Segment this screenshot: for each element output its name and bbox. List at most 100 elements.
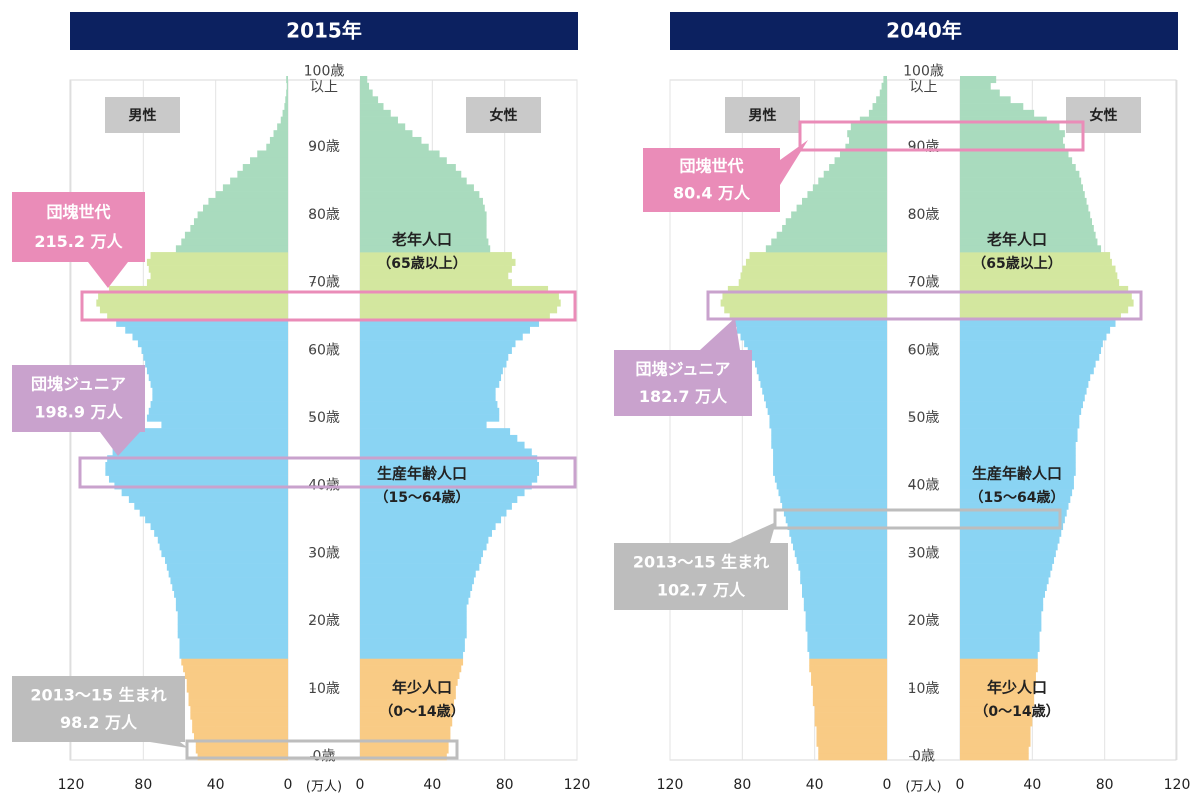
- male-bar: [792, 543, 887, 551]
- x-tick-label-male: 40: [207, 777, 225, 793]
- y-tick-label: 10歳: [908, 681, 940, 697]
- male-bar: [105, 468, 288, 476]
- female-bar: [960, 685, 1035, 693]
- callout-value: 182.7 万人: [639, 387, 728, 406]
- female-bar: [960, 218, 1093, 226]
- male-bar: [184, 671, 288, 680]
- female-bar: [960, 638, 1040, 646]
- male-bar: [121, 489, 288, 497]
- male-bar: [112, 448, 288, 456]
- y-tick-label: 30歳: [308, 545, 340, 561]
- male-bar: [146, 258, 288, 266]
- male-bar: [193, 218, 288, 226]
- male-bar: [177, 624, 288, 632]
- callout-title: 2013～15 生まれ: [30, 685, 166, 704]
- male-bar: [823, 170, 887, 178]
- male-bar: [203, 204, 288, 212]
- female-bar: [360, 150, 440, 158]
- female-bar: [960, 712, 1033, 720]
- female-bar: [360, 367, 503, 375]
- male-bar: [859, 116, 887, 124]
- male-bar: [729, 313, 887, 321]
- male-bar: [802, 590, 887, 598]
- male-bar: [754, 360, 887, 368]
- male-bar: [773, 462, 887, 470]
- female-bar: [360, 462, 540, 470]
- male-bar: [745, 258, 887, 266]
- callout-title: 団塊世代: [46, 203, 110, 222]
- female-bar: [960, 306, 1129, 314]
- male-bar: [769, 421, 887, 429]
- female-bar: [960, 543, 1058, 551]
- female-bar: [960, 211, 1091, 219]
- female-bar: [360, 191, 480, 199]
- male-bar: [834, 157, 887, 165]
- male-bar: [762, 387, 887, 395]
- x-tick-label-male: 0: [284, 777, 293, 793]
- male-bar: [186, 678, 288, 686]
- y-tick-label: 20歳: [308, 613, 340, 629]
- male-bar: [814, 712, 887, 720]
- male-bar: [785, 218, 887, 226]
- female-bar: [360, 434, 518, 443]
- female-bar: [960, 495, 1071, 503]
- male-bar: [765, 401, 887, 409]
- female-bar: [960, 617, 1042, 625]
- female-bar: [360, 522, 496, 531]
- y-tick-label: 100歳以上: [903, 63, 944, 95]
- male-bar: [145, 516, 288, 524]
- female-bar: [960, 726, 1031, 734]
- male-bar: [119, 441, 288, 449]
- female-bar: [360, 279, 512, 287]
- male-bar: [782, 502, 887, 510]
- male-bar: [116, 319, 288, 327]
- female-bar: [960, 441, 1076, 449]
- x-tick-label-male: 80: [134, 777, 152, 793]
- male-bar: [796, 204, 887, 212]
- female-bar: [360, 617, 467, 625]
- female-bar: [960, 699, 1035, 707]
- male-bar: [190, 224, 288, 233]
- male-bar: [872, 103, 887, 111]
- male-bar: [280, 116, 288, 124]
- male-bar: [771, 434, 887, 443]
- male-bar: [818, 746, 887, 754]
- male-bar: [190, 705, 288, 713]
- male-bar: [128, 434, 288, 443]
- female-bar: [960, 136, 1064, 145]
- x-tick-label-female: 120: [1164, 777, 1191, 793]
- male-bar: [96, 299, 288, 307]
- legend-label: 女性: [490, 107, 518, 124]
- female-bar: [960, 76, 997, 84]
- female-bar: [960, 753, 1029, 761]
- group-name: 老年人口: [391, 231, 452, 249]
- male-bar: [812, 685, 887, 693]
- female-bar: [960, 252, 1111, 260]
- female-bar: [960, 258, 1112, 266]
- female-bar: [960, 333, 1107, 341]
- male-bar: [816, 739, 887, 747]
- female-bar: [360, 252, 512, 260]
- male-bar: [161, 421, 288, 429]
- group-name: 老年人口: [986, 231, 1047, 249]
- female-bar: [360, 170, 462, 178]
- male-bar: [776, 231, 887, 239]
- male-bar: [850, 123, 887, 131]
- female-bar: [960, 421, 1080, 429]
- female-bar: [360, 583, 473, 591]
- female-bar: [960, 292, 1132, 300]
- male-bar: [181, 238, 288, 246]
- male-bar: [193, 732, 288, 740]
- female-bar: [960, 583, 1047, 591]
- male-bar: [803, 604, 887, 612]
- female-bar: [960, 143, 1065, 151]
- female-bar: [960, 285, 1129, 294]
- female-bar: [960, 671, 1036, 680]
- female-bar: [960, 238, 1098, 246]
- female-bar: [360, 732, 451, 740]
- male-bar: [800, 577, 887, 585]
- callout: [12, 365, 145, 432]
- female-bar: [960, 414, 1080, 422]
- x-tick-label-female: 80: [496, 777, 514, 793]
